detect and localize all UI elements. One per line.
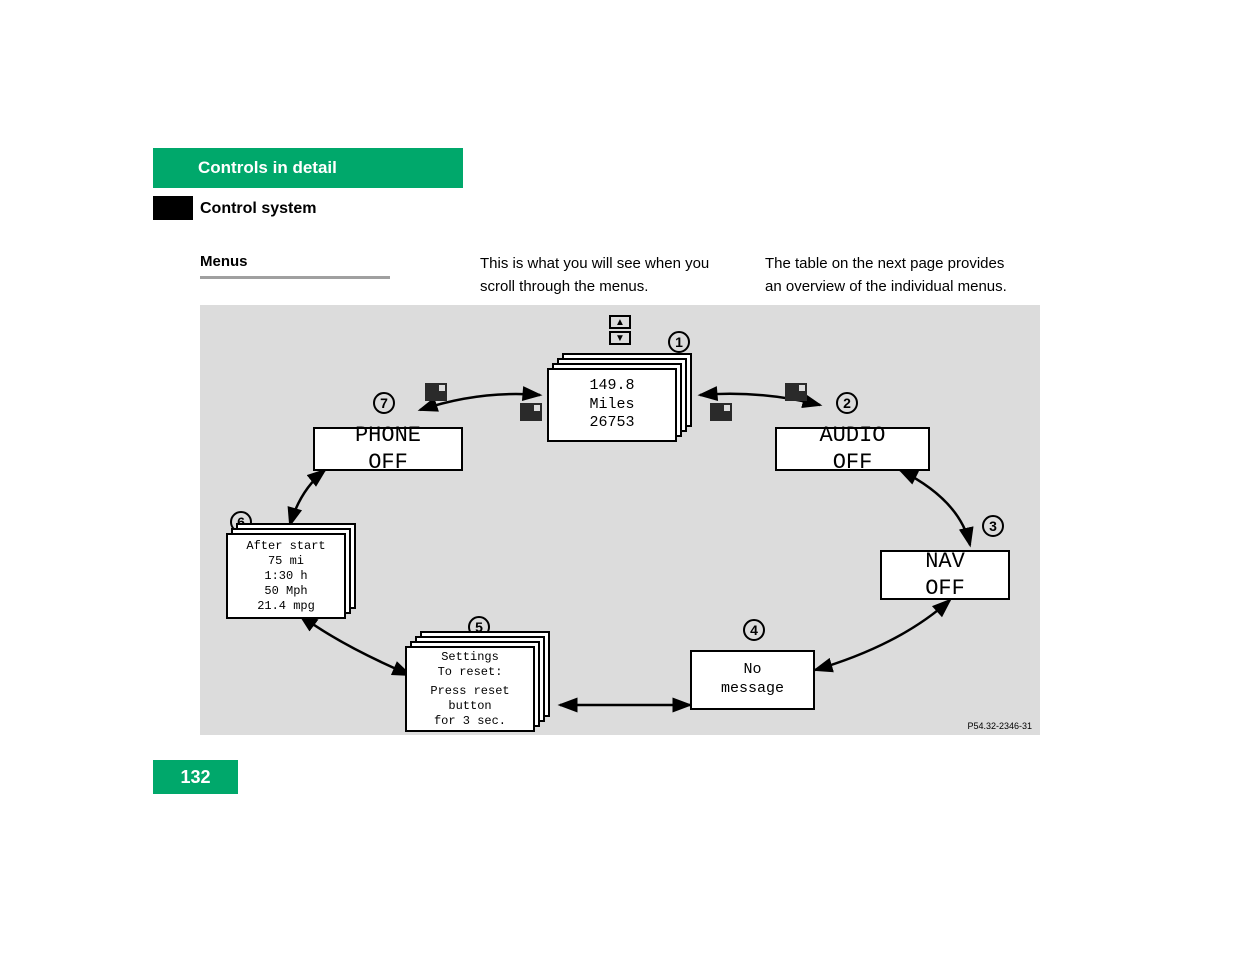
screen-phone: PHONE OFF — [313, 427, 463, 471]
marker-1: 1 — [668, 331, 690, 353]
page-flip-icon — [710, 403, 732, 421]
screen-audio: AUDIO OFF — [775, 427, 930, 471]
figure-reference: P54.32-2346-31 — [967, 721, 1032, 731]
body-text-column-1: This is what you will see when you scrol… — [480, 253, 740, 298]
section-header: Control system — [200, 200, 316, 218]
screen-message: No message — [690, 650, 815, 710]
screen-nav: NAV OFF — [880, 550, 1010, 600]
screen-main: 149.8 Miles 26753 — [547, 368, 677, 442]
screen-trip: After start 75 mi 1:30 h 50 Mph 21.4 mpg — [226, 533, 346, 619]
chapter-title: Controls in detail — [198, 158, 337, 178]
updown-key-icon: ▲ ▼ — [609, 315, 631, 347]
page-flip-icon — [785, 383, 807, 401]
page-number: 132 — [153, 760, 238, 794]
marker-3: 3 — [982, 515, 1004, 537]
body-text-column-2: The table on the next page provides an o… — [765, 253, 1025, 298]
marker-7: 7 — [373, 392, 395, 414]
page-flip-icon — [520, 403, 542, 421]
menus-heading: Menus — [200, 253, 248, 270]
menu-cycle-diagram: ▲ ▼ 1 2 3 4 5 6 7 149.8 Miles 26753 PHON… — [200, 305, 1040, 735]
marker-2: 2 — [836, 392, 858, 414]
screen-settings: Settings To reset: Press reset button fo… — [405, 646, 535, 732]
marker-4: 4 — [743, 619, 765, 641]
chapter-header: Controls in detail — [153, 148, 463, 188]
header-black-tab — [153, 196, 193, 220]
page-flip-icon — [425, 383, 447, 401]
menus-rule — [200, 276, 390, 279]
